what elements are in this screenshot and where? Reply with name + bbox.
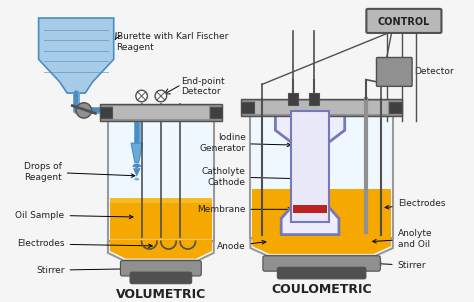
Circle shape	[155, 90, 167, 102]
Bar	[309, 93, 319, 105]
Polygon shape	[38, 18, 114, 93]
Text: Stirrer: Stirrer	[36, 266, 157, 275]
FancyBboxPatch shape	[263, 256, 380, 271]
Bar	[291, 111, 329, 222]
Bar	[250, 116, 393, 239]
Polygon shape	[110, 239, 212, 259]
Polygon shape	[131, 143, 143, 162]
Text: Electrodes: Electrodes	[17, 239, 152, 249]
Polygon shape	[252, 236, 391, 254]
Circle shape	[76, 103, 91, 118]
Bar	[252, 189, 391, 236]
Bar	[288, 93, 298, 105]
Bar	[241, 102, 254, 113]
Text: Iodine
Generator: Iodine Generator	[200, 133, 291, 153]
Text: End-point
Detector: End-point Detector	[182, 77, 225, 96]
Text: CONTROL: CONTROL	[378, 17, 430, 27]
Bar	[113, 106, 209, 119]
Text: COULOMETRIC: COULOMETRIC	[271, 283, 372, 296]
Text: Detector: Detector	[380, 67, 454, 76]
Polygon shape	[275, 101, 345, 235]
FancyBboxPatch shape	[130, 272, 191, 284]
Text: Electrodes: Electrodes	[385, 199, 445, 209]
Bar	[241, 99, 402, 116]
Bar	[110, 198, 212, 239]
Bar	[110, 198, 212, 203]
Wedge shape	[132, 163, 141, 168]
FancyBboxPatch shape	[366, 9, 441, 33]
Text: Burette with Karl Fischer
Reagent: Burette with Karl Fischer Reagent	[117, 32, 228, 52]
Bar	[108, 121, 214, 241]
Bar	[210, 107, 221, 118]
Polygon shape	[108, 241, 214, 261]
Text: Oil Sample: Oil Sample	[16, 210, 133, 220]
Bar	[100, 104, 221, 121]
Bar	[255, 101, 388, 114]
Text: Drops of
Reagent: Drops of Reagent	[24, 162, 135, 182]
Text: Anode: Anode	[217, 240, 266, 251]
FancyBboxPatch shape	[376, 57, 412, 86]
Polygon shape	[250, 239, 393, 256]
Circle shape	[136, 90, 147, 102]
Bar	[293, 205, 328, 213]
FancyBboxPatch shape	[120, 261, 201, 276]
Text: VOLUMETRIC: VOLUMETRIC	[116, 288, 206, 300]
Text: Stirrer: Stirrer	[377, 261, 426, 270]
FancyBboxPatch shape	[277, 267, 366, 279]
Polygon shape	[133, 168, 141, 177]
Text: Anolyte
and Oil: Anolyte and Oil	[373, 229, 432, 249]
Text: Catholyte
Cathode: Catholyte Cathode	[202, 167, 299, 187]
Bar	[389, 102, 402, 113]
Text: Membrane: Membrane	[197, 205, 292, 214]
Bar	[100, 107, 112, 118]
Wedge shape	[134, 178, 139, 181]
